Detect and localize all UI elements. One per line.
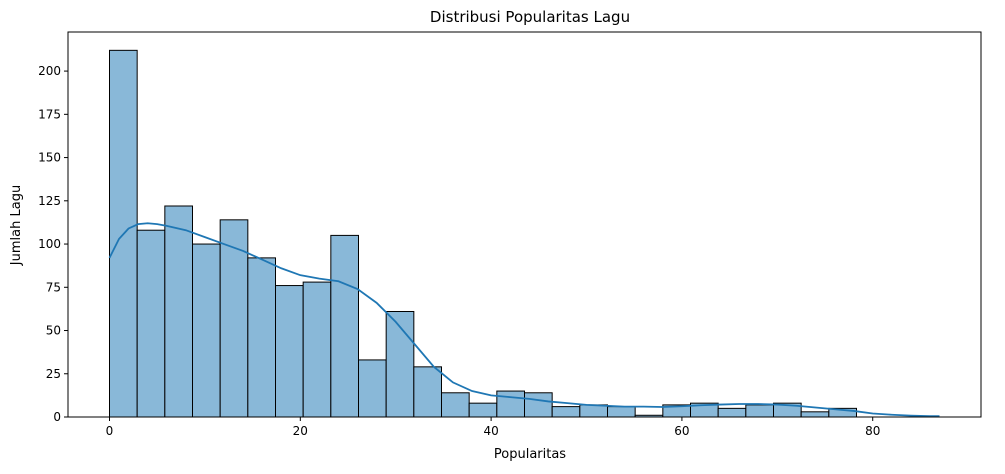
histogram-bar [607, 406, 636, 418]
x-axis-ticks: 0 20 40 60 80 [106, 417, 880, 438]
y-axis-ticks: 0 25 50 75 100 125 150 175 200 [38, 64, 68, 424]
plot-frame [67, 31, 982, 418]
x-tick-label: 80 [865, 424, 880, 438]
histogram-bar [524, 392, 553, 418]
histogram-bar [358, 359, 387, 418]
histogram-bar [800, 411, 830, 418]
histogram-bar [136, 229, 166, 418]
histogram-bar [496, 390, 526, 418]
chart-title: Distribusi Popularitas Lagu [430, 8, 630, 26]
histogram-bar [468, 402, 498, 418]
y-tick-label: 150 [38, 151, 61, 165]
y-tick-label: 75 [46, 280, 61, 294]
x-tick-label: 60 [674, 424, 689, 438]
histogram-bar [302, 281, 332, 418]
y-tick-label: 125 [38, 194, 61, 208]
y-tick-label: 25 [46, 367, 61, 381]
y-tick-label: 50 [46, 324, 61, 338]
histogram-bar [164, 205, 193, 418]
x-tick-label: 0 [106, 424, 114, 438]
x-tick-label: 40 [483, 424, 498, 438]
histogram-bar [551, 406, 581, 418]
histogram-bar [385, 310, 415, 418]
histogram-bar [219, 219, 249, 418]
x-tick-label: 20 [293, 424, 308, 438]
x-axis-label: Popularitas [494, 447, 566, 462]
histogram-bar [441, 392, 470, 418]
histogram-bar [330, 234, 360, 418]
y-tick-label: 200 [38, 64, 61, 78]
histogram-bar [192, 243, 221, 418]
y-tick-label: 0 [53, 410, 61, 424]
histogram-bar [717, 407, 747, 418]
histogram-bar [745, 404, 774, 418]
y-tick-label: 100 [38, 237, 61, 251]
y-tick-label: 175 [38, 107, 61, 121]
histogram-bar [579, 404, 608, 418]
histogram-bar [275, 285, 304, 418]
histogram-bar [247, 257, 276, 418]
kde-line [108, 222, 940, 418]
bars-group [109, 49, 857, 418]
y-axis-label: Jumlah Lagu [9, 185, 24, 266]
histogram-bar [413, 366, 443, 418]
